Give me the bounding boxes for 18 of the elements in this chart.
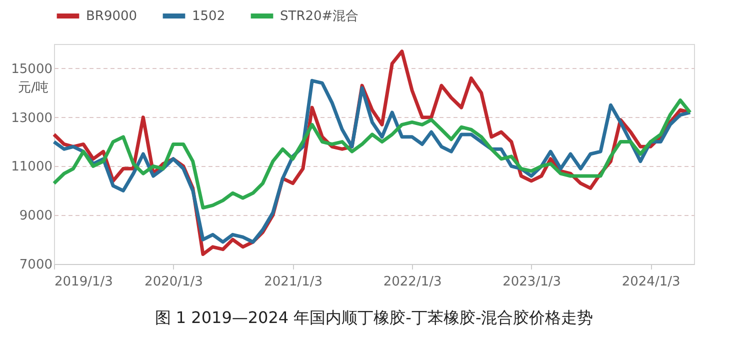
legend-label: BR9000: [86, 9, 138, 24]
legend-label: STR20#混合: [280, 9, 359, 24]
x-tick-label: 2024/1/3: [622, 274, 680, 290]
y-tick-label: 15000: [11, 62, 52, 77]
line-series: [52, 78, 692, 244]
y-tick-label: 7000: [19, 258, 52, 272]
y-tick-label: 11000: [11, 160, 52, 175]
x-tick-label: 2021/1/3: [264, 274, 323, 290]
x-tick-label: 2020/1/3: [144, 274, 203, 290]
x-tick-label: 2022/1/3: [383, 274, 442, 290]
legend-label: 1502: [192, 9, 226, 24]
text: 图 1 2019—2024 年国内顺丁橡胶-丁苯橡胶-混合胶价格走势: [154, 308, 594, 327]
y-axis-title: 元/吨: [18, 80, 48, 96]
y-tick-label: 9000: [19, 208, 52, 224]
line-series: [52, 98, 692, 210]
y-tick-label: 13000: [11, 110, 52, 126]
x-tick-label: 2019/1/3: [54, 274, 113, 290]
x-tick-label: 2023/1/3: [502, 274, 561, 290]
